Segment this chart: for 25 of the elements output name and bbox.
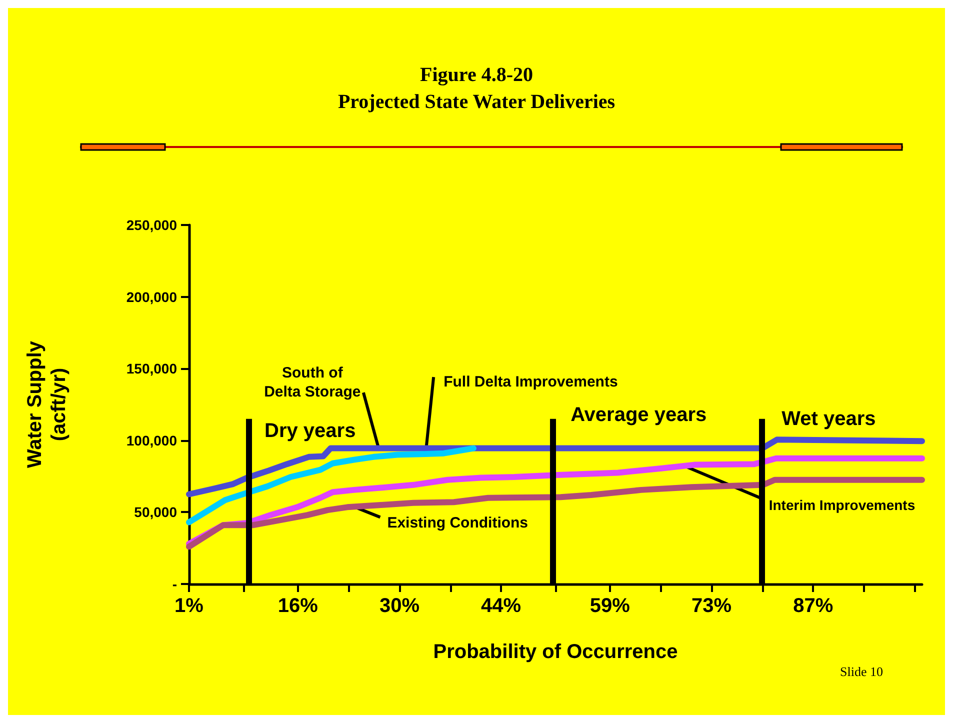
ref-line-label: Average years — [570, 404, 707, 426]
x-tick-label: 73% — [692, 595, 732, 617]
y-tick-label: 200,000 — [126, 288, 178, 305]
x-tick-label: 44% — [481, 595, 522, 617]
x-tick-label: 1% — [174, 595, 204, 617]
y-axis-title: Water Supply (acft/yr) — [24, 340, 70, 468]
y-tick-label: 150,000 — [126, 360, 178, 377]
y-tick-label: - — [172, 576, 178, 592]
x-axis-title: Probability of Occurrence — [433, 641, 678, 663]
y-tick-label: 50,000 — [134, 504, 178, 520]
x-tick-label: 16% — [278, 595, 318, 617]
y-tick-label: 100,000 — [126, 432, 178, 448]
text: Slide 10 — [840, 664, 884, 679]
annotation: Interim Improvements — [768, 496, 916, 513]
x-tick-label: 59% — [590, 595, 630, 617]
annotation: South of Delta Storage — [264, 364, 361, 401]
annotation: Full Delta Improvements — [444, 374, 618, 391]
ref-line-label: Wet years — [782, 408, 876, 430]
annotation: Existing Conditions — [387, 514, 528, 532]
ref-line-label: Dry years — [264, 420, 356, 442]
x-tick-label: 87% — [793, 595, 834, 617]
chart-subtitle: Projected State Water Deliveries — [338, 91, 616, 113]
x-tick-label: 30% — [379, 595, 420, 617]
y-tick-label: 250,000 — [126, 217, 178, 233]
chart-title: Figure 4.8-20 — [420, 64, 533, 86]
